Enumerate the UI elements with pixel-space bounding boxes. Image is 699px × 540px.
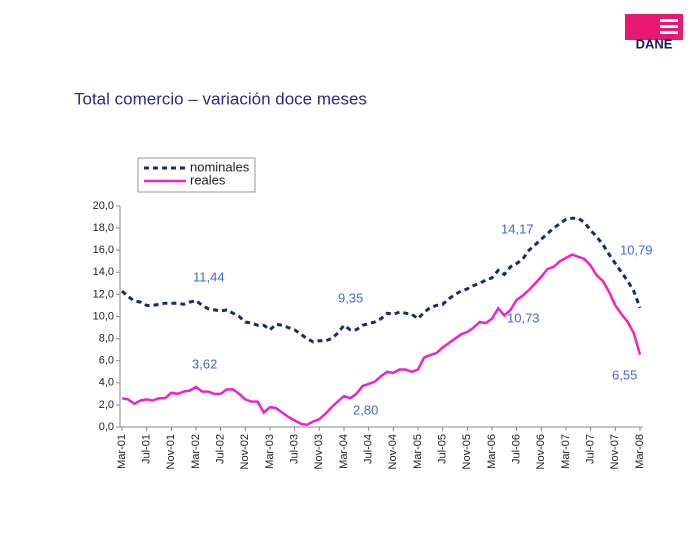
annotation: 10,73: [507, 310, 540, 325]
x-tick-label: Nov-05: [461, 434, 473, 469]
y-tick-label: 12,0: [93, 288, 114, 300]
x-tick-label: Nov-07: [609, 434, 621, 469]
annotation: 14,17: [501, 221, 534, 236]
x-tick-label: Nov-02: [239, 434, 251, 469]
legend-box: [137, 157, 256, 193]
series-line: [121, 253, 642, 427]
annotation: 3,62: [192, 356, 217, 371]
x-tick-label: Mar-01: [116, 434, 128, 469]
y-tick-label: 18,0: [93, 222, 114, 234]
annotation: 2,80: [353, 402, 378, 417]
x-tick-label: Mar-08: [634, 434, 646, 469]
chart-title: Total comercio – variación doce meses: [74, 89, 367, 108]
logo-stripe: [660, 31, 678, 34]
annotation: 6,55: [612, 367, 637, 382]
x-tick-label: Nov-01: [165, 434, 177, 469]
legend-label: nominales: [190, 159, 250, 174]
y-tick-label: 0,0: [99, 421, 114, 433]
x-tick-label: Nov-06: [535, 434, 547, 469]
y-tick-label: 8,0: [99, 333, 114, 345]
x-tick-label: Jul-05: [437, 434, 449, 464]
x-tick-label: Mar-06: [486, 434, 498, 469]
y-tick-label: 10,0: [93, 310, 114, 322]
x-tick-label: Jul-06: [511, 434, 523, 464]
series-line: [121, 216, 642, 344]
x-tick-label: Jul-03: [289, 434, 301, 464]
legend-label: reales: [190, 172, 226, 187]
y-tick-label: 4,0: [99, 377, 114, 389]
x-tick-label: Mar-03: [264, 434, 276, 469]
x-tick-label: Jul-02: [215, 434, 227, 464]
y-tick-label: 2,0: [99, 399, 114, 411]
y-tick-label: 14,0: [93, 266, 114, 278]
x-tick-label: Jul-04: [363, 434, 375, 464]
y-tick-label: 20,0: [93, 200, 114, 212]
annotation: 10,79: [620, 242, 653, 257]
y-tick-label: 16,0: [93, 244, 114, 256]
x-tick-label: Nov-04: [387, 434, 399, 469]
x-tick-label: Mar-04: [338, 434, 350, 469]
logo: DANE: [625, 14, 683, 51]
x-tick-label: Nov-03: [313, 434, 325, 469]
y-tick-label: 6,0: [99, 355, 114, 367]
annotation: 9,35: [338, 290, 363, 305]
x-tick-label: Jul-01: [141, 434, 153, 464]
logo-text: DANE: [636, 36, 673, 51]
x-tick-label: Mar-07: [560, 434, 572, 469]
x-tick-label: Mar-02: [190, 434, 202, 469]
annotation: 11,44: [193, 269, 225, 284]
logo-stripe: [660, 25, 678, 28]
logo-stripe: [660, 19, 678, 22]
x-tick-label: Jul-07: [585, 434, 597, 464]
x-tick-label: Mar-05: [412, 434, 424, 469]
